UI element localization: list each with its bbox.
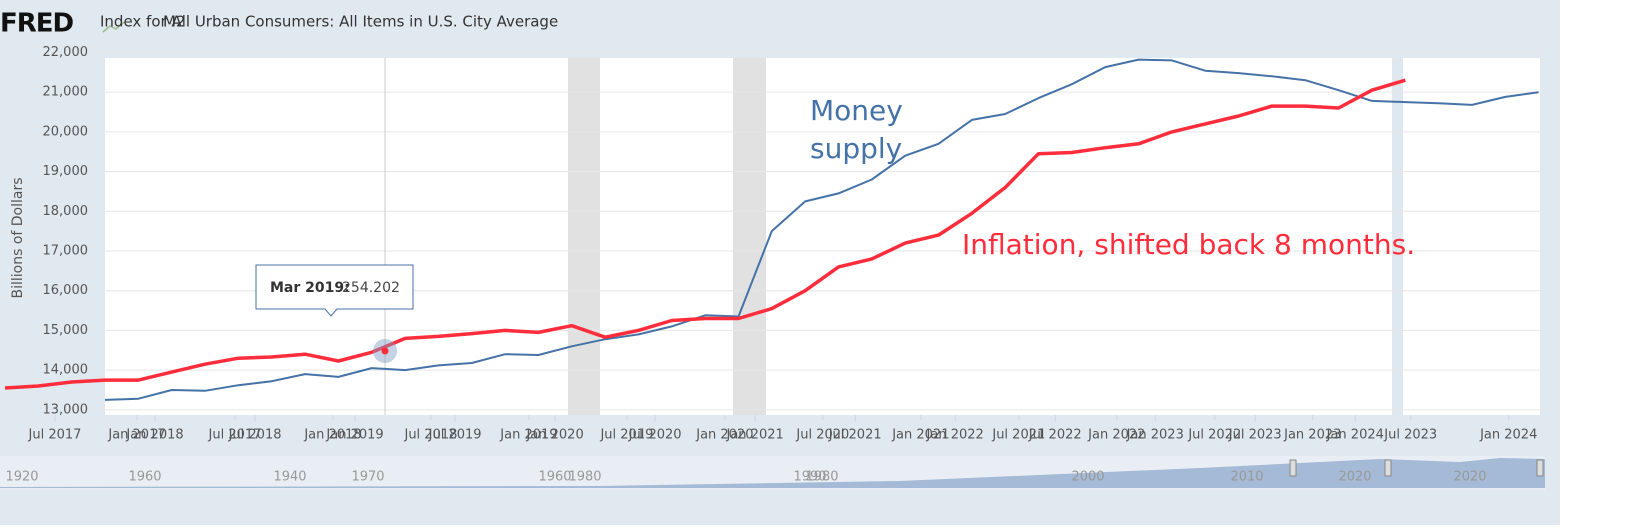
y-tick-label: 13,000 <box>43 402 89 417</box>
x-tick-label: Jan 2019 <box>325 428 383 443</box>
navigator-area <box>0 458 1545 488</box>
grid <box>105 51 1540 411</box>
x-tick-label: Jan 2018 <box>125 428 183 443</box>
x-tick-label: Jan 2021 <box>726 428 784 443</box>
x2-tick-label: Jan 2023 <box>1283 428 1341 443</box>
annotation: supply <box>810 132 902 165</box>
annotation: Inflation, shifted back 8 months. <box>962 228 1415 261</box>
recession-shade <box>568 58 600 415</box>
navigator-label: 2020 <box>1453 470 1486 485</box>
x-tick-label: Jul 2018 <box>228 428 282 443</box>
tooltip: Mar 2019: 254.202 <box>255 264 414 317</box>
x2-tick-label: Jul 2019 <box>599 428 653 443</box>
navigator-label: 1960 <box>128 470 161 485</box>
recession-shade <box>733 58 766 415</box>
x-tick-label: Jan 2022 <box>926 428 984 443</box>
x-tick-label: Jul 2020 <box>628 428 682 443</box>
x-tick-label: Jan 2020 <box>525 428 583 443</box>
navigator-handle[interactable] <box>1289 459 1297 477</box>
series-line <box>4 78 1406 390</box>
x-tick-label: Jul 2022 <box>1028 428 1082 443</box>
chart-title: Index for All Urban Consumers: All Items… <box>100 13 558 31</box>
tooltip-value: 254.202 <box>342 280 400 296</box>
navigator-label: 2020 <box>1338 470 1371 485</box>
navigator-label: 1980 <box>568 470 601 485</box>
navigator-label: 2000 <box>1071 470 1104 485</box>
y-tick-label: 18,000 <box>43 204 89 219</box>
navigator-label: 1990 <box>793 470 826 485</box>
navigator-label: 1940 <box>273 470 306 485</box>
x2-tick-label: Jul 2018 <box>403 428 457 443</box>
y-axis-label: Billions of Dollars <box>10 177 26 298</box>
y-tick-label: 21,000 <box>43 85 89 100</box>
x-tick-label: Jul 2017 <box>28 428 82 443</box>
x2-tick-label: Jan 2017 <box>107 428 165 443</box>
y-tick-label: 16,000 <box>43 283 89 298</box>
y-tick-label: 14,000 <box>43 363 89 378</box>
tooltip-box <box>255 264 414 317</box>
y-tick-label: 20,000 <box>43 124 89 139</box>
x-tick-label: Jul 2023 <box>1228 428 1282 443</box>
navigator-label: 1920 <box>5 470 38 485</box>
navigator-label: 2010 <box>1230 470 1263 485</box>
x-tick-label: Jan 2023 <box>1126 428 1184 443</box>
x2-tick-label: Jan 2018 <box>303 428 361 443</box>
plot-area <box>105 58 1540 415</box>
series-line <box>104 58 1539 401</box>
x2-tick-label: Jan 2024 <box>1479 428 1537 443</box>
series <box>4 58 1539 401</box>
logo: FRED <box>0 9 74 39</box>
x-tick-label: Jul 2019 <box>428 428 482 443</box>
navigator-label: 1960 <box>538 470 571 485</box>
x2-tick-label: Jul 2017 <box>208 428 262 443</box>
logo-icon <box>102 21 125 33</box>
navigator-handle[interactable] <box>1384 459 1392 477</box>
x2-tick-label: Jan 2022 <box>1087 428 1145 443</box>
navigator-handle[interactable] <box>1536 459 1544 477</box>
tooltip-label: Mar 2019: <box>270 280 350 296</box>
x2-tick-label: Jan 2019 <box>499 428 557 443</box>
y-tick-label: 15,000 <box>43 323 89 338</box>
y-tick-label: 19,000 <box>43 164 89 179</box>
annotation: Money <box>810 94 903 127</box>
range-shade <box>1392 58 1403 415</box>
navigator-label: 1970 <box>351 470 384 485</box>
x-tick-label: Jul 2021 <box>828 428 882 443</box>
y-tick-label: 22,000 <box>43 45 89 60</box>
series-name: M2 <box>163 13 186 31</box>
x-tick-label: Jan 2024 <box>1326 428 1384 443</box>
x2-tick-label: Jul 2021 <box>991 428 1045 443</box>
navigator-label: 1980 <box>805 470 838 485</box>
x2-tick-label: Jul 2020 <box>795 428 849 443</box>
y-tick-label: 17,000 <box>43 243 89 258</box>
hover-point <box>381 347 389 355</box>
x2-tick-label: Jul 2022 <box>1187 428 1241 443</box>
x2-tick-label: Jan 2021 <box>891 428 949 443</box>
x2-tick-label: Jan 2020 <box>695 428 753 443</box>
x2-tick-label: Jul 2023 <box>1383 428 1437 443</box>
